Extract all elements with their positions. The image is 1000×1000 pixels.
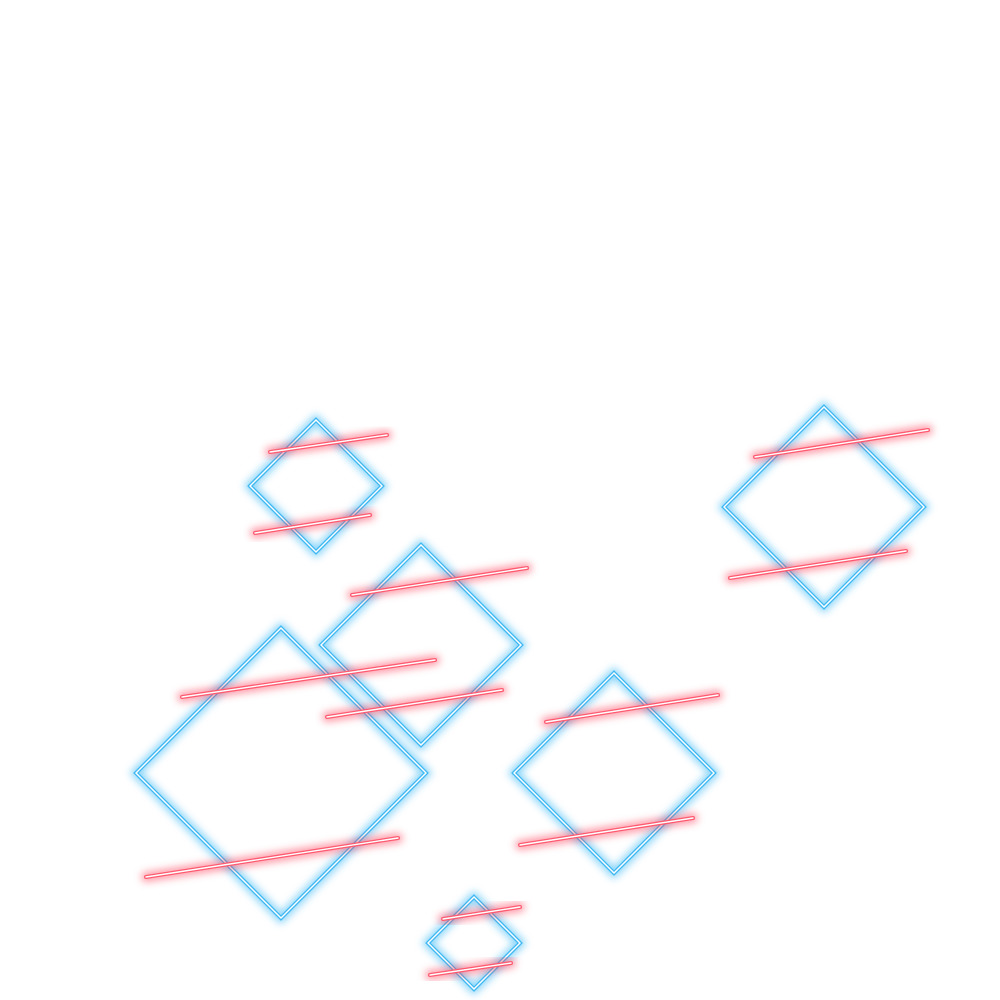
line-core: [254, 514, 371, 534]
line-core: [729, 550, 907, 579]
diamond-core: [249, 419, 383, 553]
diamond: [507, 666, 721, 880]
diamond: [717, 400, 931, 614]
neon-lines: [141, 425, 933, 980]
line-core: [519, 817, 694, 846]
line-core: [351, 567, 528, 596]
line-core: [181, 659, 436, 698]
line-core: [442, 906, 521, 920]
diamond: [421, 890, 527, 996]
diamond: [129, 621, 433, 925]
line-core: [754, 429, 929, 458]
line-core: [545, 694, 719, 723]
diamond-core: [723, 406, 925, 608]
diamond: [243, 413, 389, 559]
line-core: [326, 689, 503, 718]
diamond: [314, 538, 528, 752]
line-core: [145, 837, 399, 878]
diamond-core: [320, 544, 522, 746]
line-core: [429, 962, 512, 976]
diamond-core: [135, 627, 427, 919]
line-core: [269, 434, 388, 453]
diamond-core: [427, 896, 521, 990]
diamond-core: [513, 672, 715, 874]
